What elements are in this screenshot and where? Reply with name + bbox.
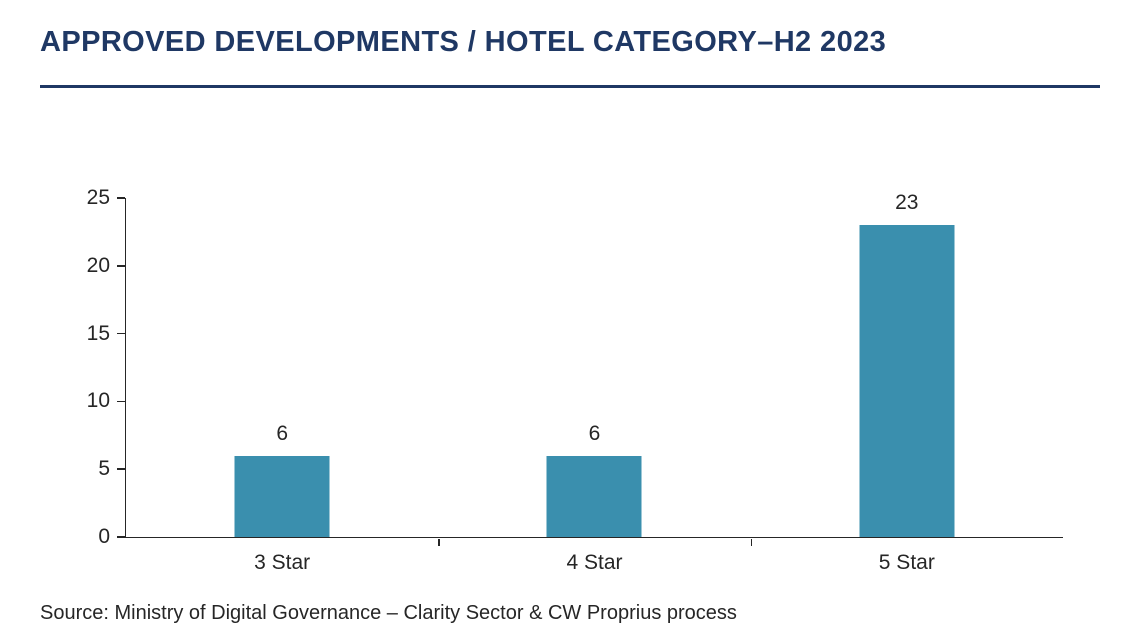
bar-chart: 6 3 Star 6 4 Star 23 5 Star [125, 191, 1063, 574]
bar-value-label: 6 [588, 421, 601, 445]
bar-value-label: 6 [276, 421, 288, 445]
y-tick-label: 10 [86, 389, 110, 413]
category-slot: 6 3 Star [126, 198, 438, 574]
y-tick-mark [117, 332, 125, 335]
x-category-label: 4 Star [566, 551, 623, 574]
y-tick-label: 25 [86, 186, 110, 209]
x-tick-mark [438, 538, 440, 546]
x-tick-mark [750, 538, 753, 546]
y-tick-label: 20 [86, 253, 110, 277]
title-underline [40, 85, 1100, 88]
y-tick-mark [117, 468, 125, 470]
y-tick-mark [117, 400, 125, 403]
y-tick-mark [117, 536, 125, 538]
x-category-label: 3 Star [254, 551, 311, 574]
y-tick-mark [117, 197, 125, 199]
source-note: Source: Ministry of Digital Governance –… [40, 602, 737, 624]
bar-value-label: 23 [895, 191, 919, 215]
plot-area: 6 3 Star 6 4 Star 23 5 Star [126, 191, 1063, 574]
y-tick-label: 15 [86, 321, 110, 345]
category-slot: 6 4 Star [438, 198, 750, 574]
y-tick-mark [117, 265, 125, 267]
y-tick-label: 5 [98, 457, 110, 481]
bar [546, 455, 642, 537]
chart-title: APPROVED DEVELOPMENTS / HOTEL CATEGORY–H… [40, 26, 887, 58]
bar [859, 225, 955, 537]
x-category-label: 5 Star [878, 551, 935, 574]
y-tick-label: 0 [98, 525, 110, 548]
bar [234, 455, 330, 537]
category-slot: 23 5 Star [751, 191, 1063, 574]
